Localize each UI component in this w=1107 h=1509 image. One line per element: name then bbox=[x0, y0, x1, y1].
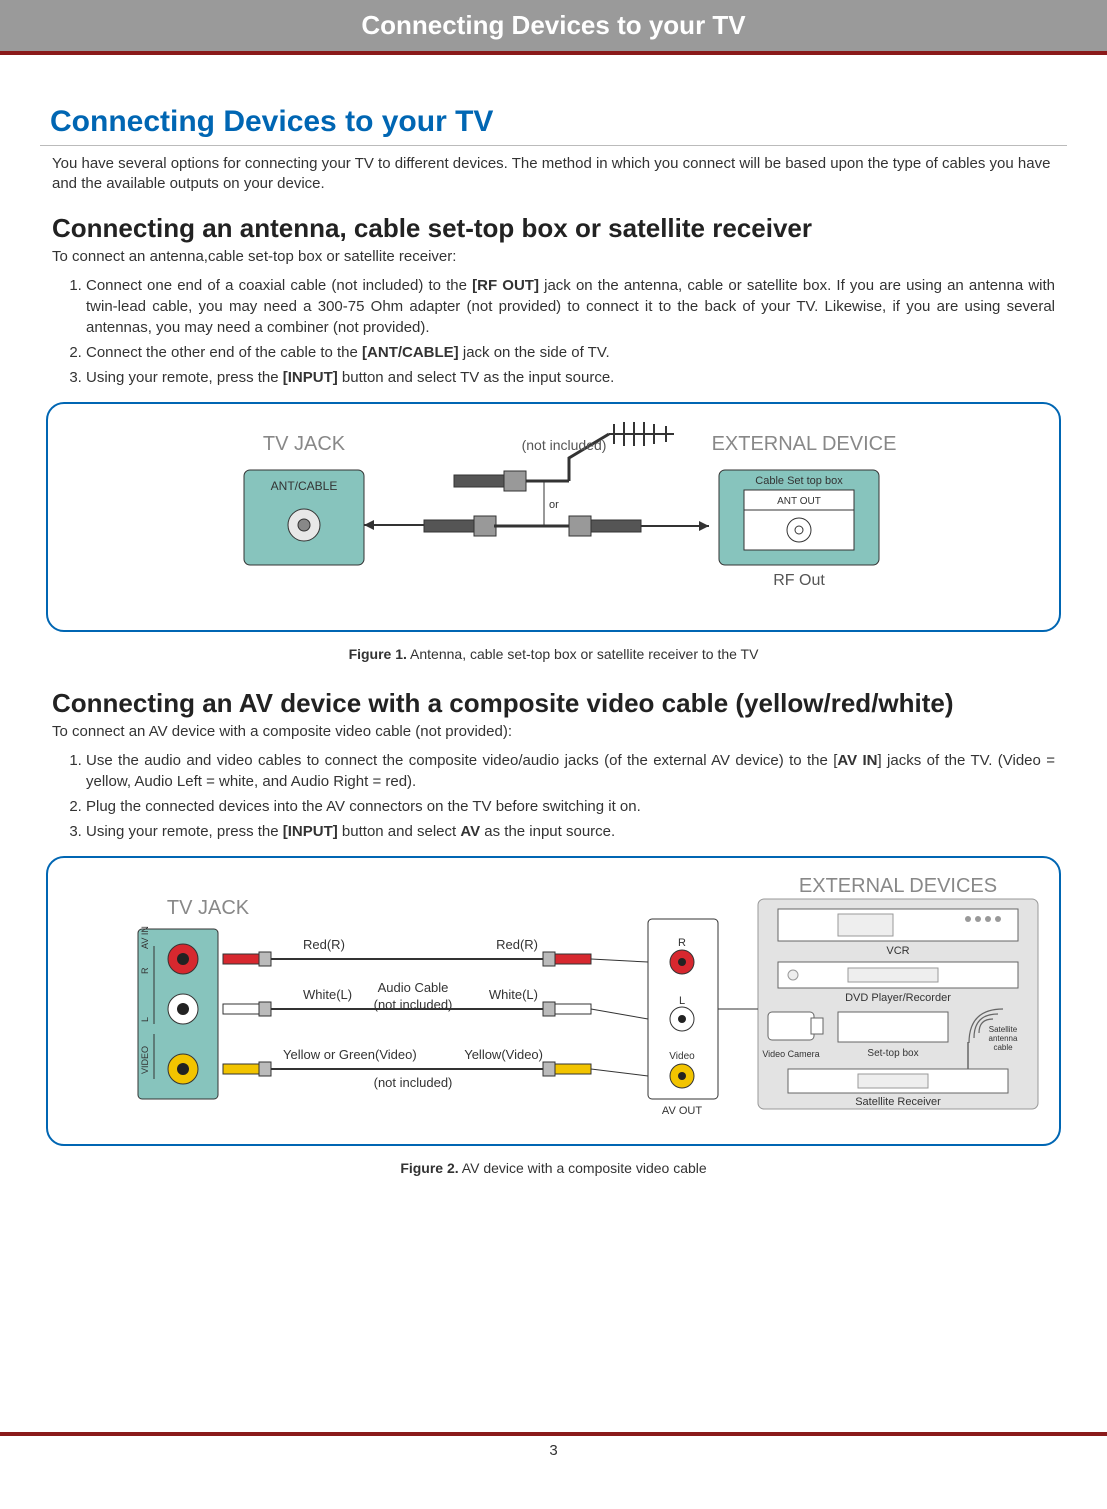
fig2-satrec: Satellite Receiver bbox=[855, 1096, 941, 1108]
fig2-notincluded-audio: (not included) bbox=[374, 997, 453, 1012]
fig2-caption-bold: Figure 2. bbox=[400, 1160, 458, 1176]
fig1-caption-text: Antenna, cable set-top box or satellite … bbox=[410, 646, 758, 662]
section1-lead: To connect an antenna,cable set-top box … bbox=[40, 248, 1067, 265]
fig2-video-side: VIDEO bbox=[140, 1045, 150, 1073]
page-number: 3 bbox=[0, 1436, 1107, 1473]
fig1-antout: ANT OUT bbox=[777, 496, 821, 507]
list-item: Connect one end of a coaxial cable (not … bbox=[86, 275, 1055, 338]
fig2-whitel-right: White(L) bbox=[489, 987, 538, 1002]
fig2-extdevs: EXTERNAL DEVICES bbox=[799, 875, 997, 897]
list-item: Using your remote, press the [INPUT] but… bbox=[86, 821, 1055, 842]
section2-steps: Use the audio and video cables to connec… bbox=[40, 750, 1067, 842]
list-item: Use the audio and video cables to connec… bbox=[86, 750, 1055, 792]
fig2-redr-left: Red(R) bbox=[303, 937, 345, 952]
list-item: Connect the other end of the cable to th… bbox=[86, 342, 1055, 363]
fig1-extdev-label: EXTERNAL DEVICE bbox=[711, 433, 896, 455]
section1-heading: Connecting an antenna, cable set-top box… bbox=[40, 213, 1067, 244]
fig2-redr-right: Red(R) bbox=[496, 937, 538, 952]
page-title: Connecting Devices to your TV bbox=[40, 105, 1067, 146]
fig1-caption-bold: Figure 1. bbox=[349, 646, 407, 662]
list-item: Plug the connected devices into the AV c… bbox=[86, 796, 1055, 817]
fig1-antcable-label: ANT/CABLE bbox=[270, 479, 337, 493]
section2-heading: Connecting an AV device with a composite… bbox=[40, 688, 1067, 719]
fig2-vcr: VCR bbox=[886, 945, 909, 957]
fig2-settop: Set-top box bbox=[867, 1048, 918, 1059]
fig2-tvjack: TV JACK bbox=[167, 897, 250, 919]
fig2-l-side: L bbox=[140, 1016, 150, 1021]
figure2-diagram: TV JACK VIDEO L R AV IN Red(R) Red bbox=[46, 856, 1061, 1146]
fig2-camera: Video Camera bbox=[762, 1049, 819, 1059]
figure1-caption: Figure 1. Antenna, cable set-top box or … bbox=[40, 646, 1067, 662]
header-banner: Connecting Devices to your TV bbox=[0, 0, 1107, 55]
fig2-whitel-left: White(L) bbox=[303, 987, 352, 1002]
fig2-audiocable: Audio Cable bbox=[378, 980, 449, 995]
fig2-l: L bbox=[679, 995, 685, 1007]
fig1-rfout: RF Out bbox=[773, 572, 825, 589]
fig2-avout: AV OUT bbox=[662, 1105, 702, 1117]
fig2-r-side: R bbox=[140, 967, 150, 974]
fig1-or-label: or bbox=[549, 499, 559, 511]
figure1-diagram: TV JACK ANT/CABLE bbox=[46, 402, 1061, 632]
section1-steps: Connect one end of a coaxial cable (not … bbox=[40, 275, 1067, 388]
figure2-caption: Figure 2. AV device with a composite vid… bbox=[40, 1160, 1067, 1176]
fig2-r: R bbox=[678, 937, 686, 949]
list-item: Using your remote, press the [INPUT] but… bbox=[86, 367, 1055, 388]
fig1-cablesettop: Cable Set top box bbox=[755, 475, 843, 487]
fig2-yellow-left: Yellow or Green(Video) bbox=[283, 1047, 417, 1062]
fig2-avin: AV IN bbox=[140, 926, 150, 949]
fig2-yellow-right: Yellow(Video) bbox=[464, 1047, 543, 1062]
fig1-notincluded: (not included) bbox=[521, 437, 606, 453]
fig2-video: Video bbox=[669, 1051, 695, 1062]
fig2-caption-text: AV device with a composite video cable bbox=[462, 1160, 707, 1176]
section2-lead: To connect an AV device with a composite… bbox=[40, 723, 1067, 740]
intro-paragraph: You have several options for connecting … bbox=[40, 154, 1067, 195]
fig1-tvjack-label: TV JACK bbox=[262, 433, 345, 455]
fig2-dvd: DVD Player/Recorder bbox=[845, 992, 951, 1004]
fig2-notincluded-video: (not included) bbox=[374, 1075, 453, 1090]
